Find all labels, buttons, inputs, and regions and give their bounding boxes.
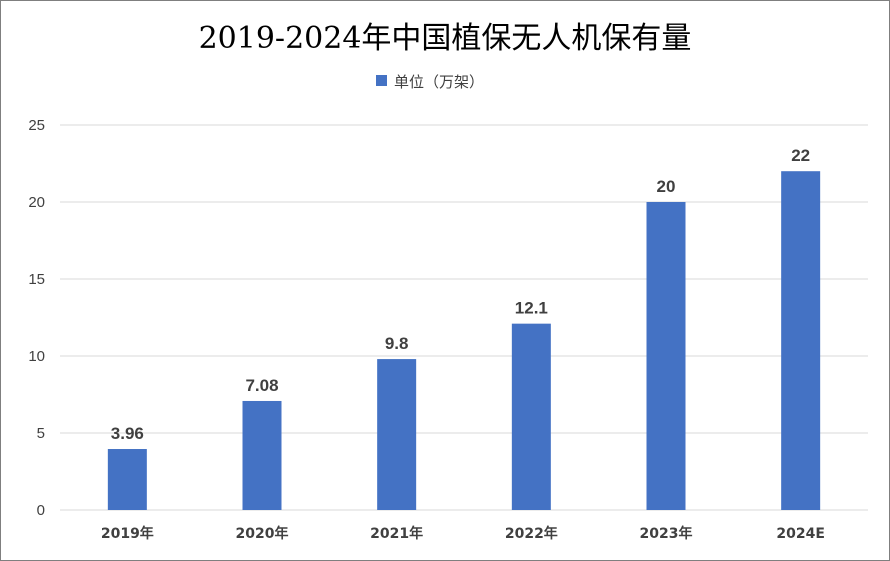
bars [107,171,821,510]
y-tick-label: 10 [28,348,45,365]
x-category-label: 2022年 [505,525,558,542]
bar [107,449,147,510]
legend: 单位（万架） [376,73,484,91]
y-tick-label: 20 [28,194,45,211]
data-label: 9.8 [385,334,409,353]
x-category-label: 2019年 [101,525,154,542]
y-axis-ticks: 0 5 10 15 20 25 [28,117,45,519]
data-label: 20 [657,177,676,196]
y-tick-label: 0 [37,502,45,519]
x-category-label: 2021年 [370,525,423,542]
bar [511,323,551,510]
y-tick-label: 15 [28,271,45,288]
data-label: 3.96 [111,424,144,443]
x-category-label: 2020年 [236,525,289,542]
bar [242,400,282,510]
x-category-label: 2023年 [640,525,693,542]
y-tick-label: 5 [37,425,45,442]
gridlines [60,124,868,511]
bar [781,171,821,510]
x-axis-categories: 2019年 2020年 2021年 2022年 2023年 2024E [101,525,825,542]
data-labels: 3.96 7.08 9.8 12.1 20 22 [111,146,810,443]
bar [646,202,686,510]
data-label: 22 [791,146,810,165]
legend-swatch [376,75,387,86]
bar [377,359,417,510]
data-label: 7.08 [245,376,278,395]
legend-label: 单位（万架） [394,73,484,91]
y-tick-label: 25 [28,117,45,134]
data-label: 12.1 [515,299,548,318]
chart-title: 2019-2024年中国植保无人机保有量 [199,21,692,56]
x-category-label: 2024E [776,526,825,542]
